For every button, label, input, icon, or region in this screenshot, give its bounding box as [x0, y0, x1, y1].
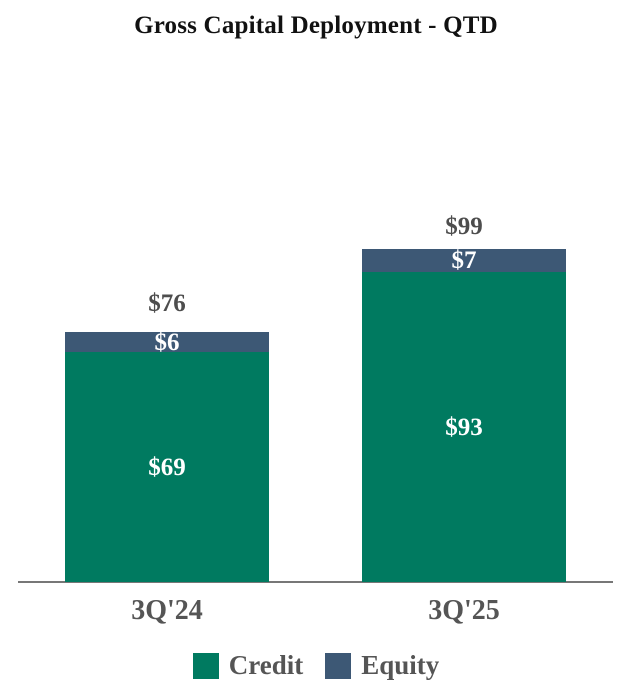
- equity-swatch-icon: [325, 652, 352, 679]
- bar-segment-credit-3q24: $69: [65, 352, 269, 582]
- legend-label-equity: Equity: [361, 650, 440, 680]
- bar-segment-credit-3q25: $93: [362, 272, 566, 582]
- legend-item-credit: Credit: [192, 650, 304, 680]
- credit-swatch-icon: [192, 652, 219, 679]
- x-axis-label-3q25: 3Q'25: [428, 595, 500, 626]
- equity-value-label-3q25: $7: [451, 247, 477, 274]
- credit-value-label-3q24: $69: [148, 453, 186, 481]
- legend-item-equity: Equity: [325, 652, 439, 679]
- chart-legend: Credit Equity: [0, 652, 632, 679]
- x-axis-label-3q24: 3Q'24: [131, 595, 203, 626]
- total-value-label-3q25: $99: [445, 213, 483, 240]
- total-value-label-3q24: $76: [148, 290, 186, 317]
- credit-value-label-3q25: $93: [445, 413, 483, 441]
- legend-label-credit: Credit: [228, 650, 304, 680]
- x-axis-line: [18, 581, 613, 583]
- bar-segment-equity-3q25: $7: [362, 247, 566, 274]
- equity-value-label-3q24: $6: [154, 328, 180, 356]
- bar-segment-equity-3q24: $6: [65, 328, 269, 356]
- chart-title: Gross Capital Deployment - QTD: [134, 12, 498, 39]
